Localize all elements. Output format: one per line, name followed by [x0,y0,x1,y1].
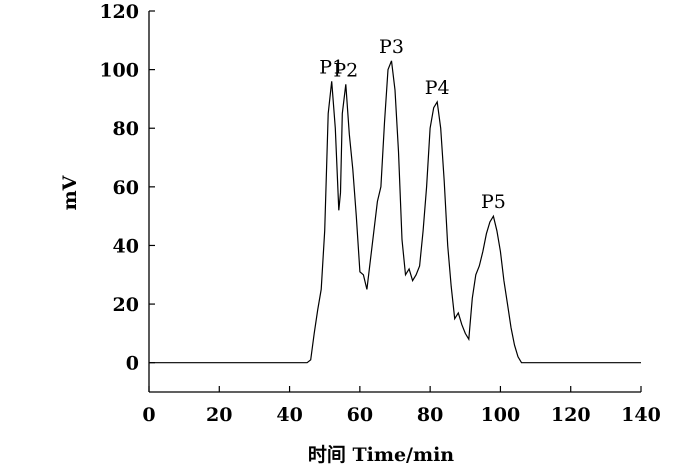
x-tick-label: 120 [551,404,591,426]
y-tick-label: 80 [113,118,139,140]
y-tick-label: 100 [99,60,139,82]
peak-label: P3 [379,36,404,58]
x-tick-label: 140 [621,404,661,426]
y-tick-label: 40 [113,235,139,257]
x-tick-label: 100 [481,404,521,426]
y-tick-label: 60 [113,177,139,199]
y-axis: 0 20 40 60 80 100 120 [99,1,155,392]
series-line [149,60,641,364]
peak-label: P1 [319,56,344,78]
y-axis-title: mV [59,174,81,210]
x-tick-label: 60 [347,404,373,426]
peak-label: P5 [481,191,506,213]
y-tick-label: 20 [113,294,139,316]
peak-label: P2 [333,59,358,81]
x-tick-label: 0 [142,404,155,426]
x-tick-label: 80 [417,404,443,426]
x-axis-title: 时间 Time/min [308,444,454,466]
y-tick-label: 0 [126,353,139,375]
y-tick-label: 120 [99,1,139,23]
x-tick-label: 20 [206,404,232,426]
x-axis: 0 20 40 60 80 100 120 140 [142,386,661,426]
x-tick-label: 40 [276,404,302,426]
peak-label: P4 [425,77,450,99]
